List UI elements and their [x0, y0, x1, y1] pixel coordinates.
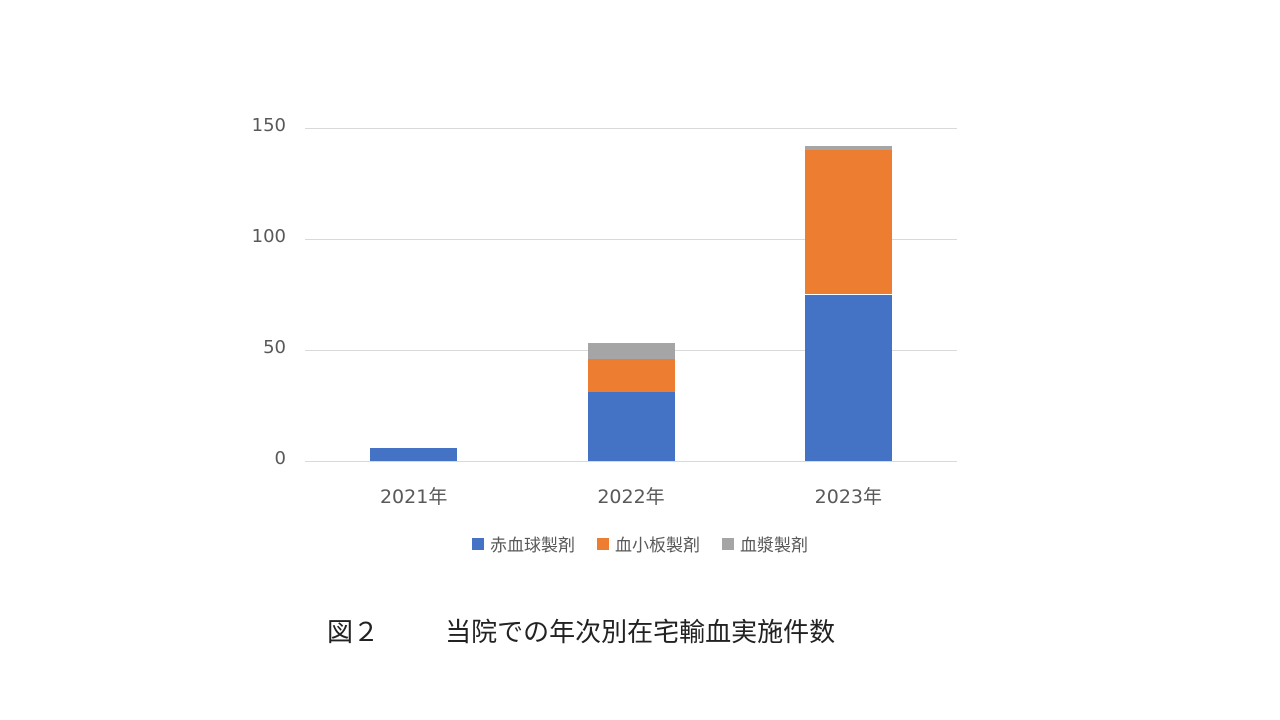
bar-segment [587, 358, 675, 393]
y-tick-label: 0 [274, 448, 286, 469]
y-tick-label: 100 [251, 226, 286, 247]
legend-label: 赤血球製剤 [490, 536, 575, 556]
bar-segment [804, 150, 892, 295]
bar-segment [587, 392, 675, 461]
bar-segment [804, 145, 892, 151]
legend-item: 赤血球製剤 [472, 531, 575, 556]
legend-item: 血漿製剤 [722, 531, 808, 556]
figure-caption: 図２ 当院での年次別在宅輸血実施件数 [327, 612, 835, 649]
gridline [305, 461, 957, 462]
bar-segment [370, 447, 458, 461]
y-tick-label: 150 [251, 115, 286, 136]
figure-label: 図２ [327, 618, 380, 648]
x-tick-label: 2021年 [379, 486, 448, 508]
x-tick-label: 2022年 [597, 486, 665, 508]
bar-segment [587, 343, 675, 359]
gridline [305, 128, 957, 129]
legend-swatch-icon [722, 537, 734, 550]
y-tick-label: 50 [263, 337, 286, 358]
legend-label: 血小板製剤 [615, 536, 700, 556]
legend-item: 血小板製剤 [597, 531, 700, 556]
bar-segment [804, 294, 892, 461]
legend-swatch-icon [472, 537, 484, 550]
legend-swatch-icon [597, 537, 609, 550]
gridline [305, 239, 957, 240]
legend-label: 血漿製剤 [740, 536, 808, 556]
figure-title: 当院での年次別在宅輸血実施件数 [445, 618, 836, 648]
x-tick-label: 2023年 [814, 486, 882, 508]
chart-legend: 赤血球製剤 血小板製剤 血漿製剤 [0, 531, 1280, 556]
